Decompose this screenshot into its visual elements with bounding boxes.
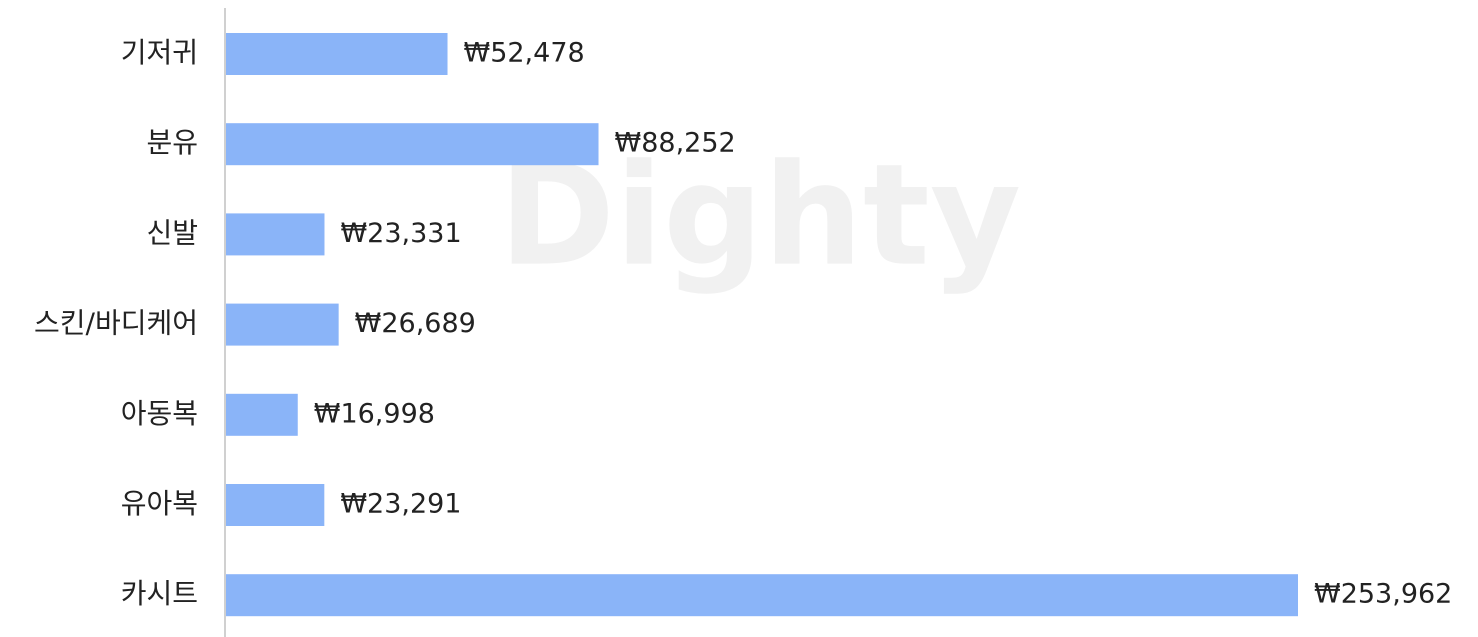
category-label: 유아복 bbox=[121, 487, 198, 520]
bar bbox=[226, 213, 325, 256]
value-label: ₩23,331 bbox=[340, 218, 461, 249]
category-label: 분유 bbox=[146, 126, 198, 159]
value-label: ₩52,478 bbox=[464, 38, 585, 69]
category-label: 신발 bbox=[146, 216, 198, 249]
category-label: 카시트 bbox=[121, 577, 198, 610]
bar bbox=[226, 484, 325, 526]
value-label: ₩88,252 bbox=[615, 128, 736, 159]
category-label: 기저귀 bbox=[121, 36, 198, 69]
value-label: ₩253,962 bbox=[1314, 579, 1452, 610]
bar bbox=[226, 393, 298, 436]
bar bbox=[226, 123, 599, 166]
value-label: ₩26,689 bbox=[355, 308, 476, 339]
bar bbox=[226, 303, 339, 346]
value-label: ₩23,291 bbox=[340, 489, 461, 520]
bar bbox=[226, 574, 1298, 617]
category-label: 스킨/바디케어 bbox=[34, 307, 198, 340]
category-label: 아동복 bbox=[121, 397, 198, 430]
value-label: ₩16,998 bbox=[314, 398, 435, 429]
bar bbox=[226, 33, 448, 75]
